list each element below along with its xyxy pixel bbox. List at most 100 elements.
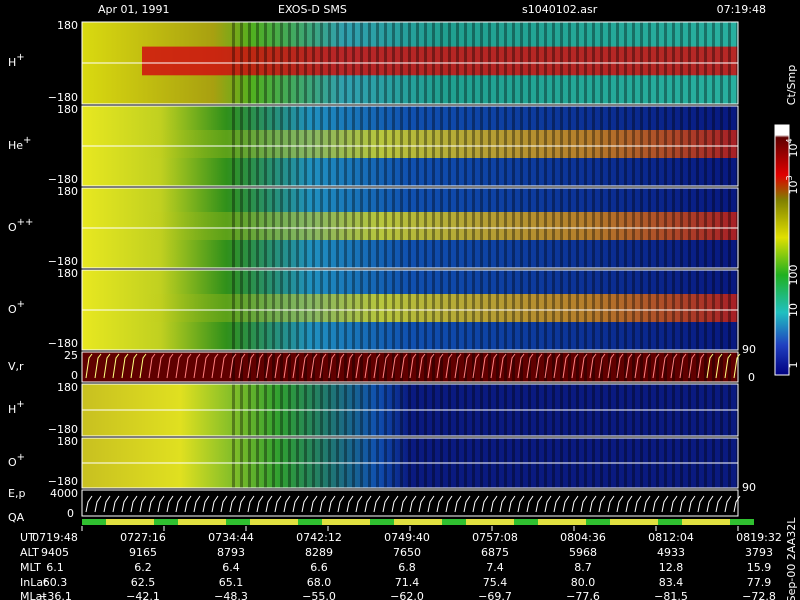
trace xyxy=(499,495,507,513)
trace xyxy=(724,495,732,513)
trace xyxy=(526,353,534,379)
trace xyxy=(535,495,543,513)
trace xyxy=(355,495,363,513)
qa-segment xyxy=(178,519,202,525)
table-cell: 75.4 xyxy=(483,576,508,589)
qa-segment xyxy=(418,519,442,525)
table-cell: 8.7 xyxy=(574,561,592,574)
table-cell: −62.0 xyxy=(390,590,424,600)
header-time: 07:19:48 xyxy=(717,3,766,16)
trace xyxy=(418,495,426,513)
trace xyxy=(274,495,282,513)
panel-frame xyxy=(81,105,739,187)
trace xyxy=(508,495,516,513)
qa-segment xyxy=(562,519,586,525)
trace xyxy=(517,495,525,513)
panel-frame xyxy=(81,187,739,269)
trace xyxy=(490,495,498,513)
qa-segment xyxy=(634,519,658,525)
trace xyxy=(562,495,570,513)
trace xyxy=(229,495,237,513)
table-cell: 6.1 xyxy=(46,561,64,574)
y-tick-label: 25 xyxy=(64,349,78,362)
trace xyxy=(94,353,102,379)
trace xyxy=(409,495,417,513)
qa-segment xyxy=(106,519,130,525)
trace xyxy=(427,353,435,379)
table-cell: 0742:12 xyxy=(296,531,342,544)
colorbar-label: 10 xyxy=(787,303,800,317)
trace xyxy=(121,353,129,379)
qa-segment xyxy=(82,519,106,525)
trace xyxy=(409,353,417,379)
qa-segment xyxy=(394,519,418,525)
table-cell: 6.2 xyxy=(134,561,152,574)
trace xyxy=(544,495,552,513)
y-tick-label: 4000 xyxy=(50,487,78,500)
trace xyxy=(571,353,579,379)
trace xyxy=(724,353,732,379)
trace xyxy=(256,353,264,379)
trace xyxy=(553,495,561,513)
trace xyxy=(670,495,678,513)
trace xyxy=(616,353,624,379)
trace xyxy=(184,495,192,513)
panel-label-text: E,p xyxy=(8,487,25,500)
table-cell: 0819:32 xyxy=(736,531,782,544)
qa-segment xyxy=(202,519,226,525)
panel-frame xyxy=(81,437,739,489)
trace xyxy=(103,495,111,513)
header-instrument: EXOS-D SMS xyxy=(278,3,347,16)
y-tick-label: 0 xyxy=(71,369,78,382)
panel-label: H+ xyxy=(8,399,25,416)
trace xyxy=(472,495,480,513)
colorbar xyxy=(774,124,790,376)
colorbar-label-base: 10 xyxy=(787,144,800,158)
panel-label: He+ xyxy=(8,135,31,152)
qa-segment xyxy=(514,519,538,525)
trace xyxy=(184,353,192,379)
trace xyxy=(220,353,228,379)
qa-segment xyxy=(658,519,682,525)
trace xyxy=(679,495,687,513)
header-date: Apr 01, 1991 xyxy=(98,3,170,16)
colorbar-label-exp: 3 xyxy=(785,175,794,180)
panel-label-sup: + xyxy=(16,52,24,63)
y2-tick-label: 0 xyxy=(748,371,755,384)
trace xyxy=(634,353,642,379)
y-tick-label: 180 xyxy=(57,185,78,198)
panel-frame xyxy=(81,21,739,105)
panel-label-text: H xyxy=(8,403,16,416)
trace xyxy=(211,353,219,379)
trace xyxy=(319,495,327,513)
colorbar-label: 1 xyxy=(787,362,800,369)
trace xyxy=(283,495,291,513)
trace xyxy=(706,353,714,379)
trace xyxy=(481,353,489,379)
row-label: UT xyxy=(20,531,35,544)
qa-segment xyxy=(586,519,610,525)
trace xyxy=(382,495,390,513)
panel-label-text: V,r xyxy=(8,360,24,373)
trace xyxy=(364,353,372,379)
table-cell: 0812:04 xyxy=(648,531,694,544)
table-cell: 9165 xyxy=(129,546,157,559)
trace xyxy=(535,353,543,379)
qa-segment xyxy=(322,519,346,525)
qa-tick: 0 xyxy=(67,507,74,520)
row-label: MLat xyxy=(20,590,47,600)
trace xyxy=(346,353,354,379)
table-cell: 3793 xyxy=(745,546,773,559)
qa-segment xyxy=(730,519,754,525)
trace xyxy=(193,353,201,379)
qa-label: QA xyxy=(8,511,25,524)
panel-label-text: H xyxy=(8,56,16,69)
trace xyxy=(706,495,714,513)
table-cell: 71.4 xyxy=(395,576,420,589)
trace xyxy=(598,353,606,379)
trace xyxy=(391,353,399,379)
trace xyxy=(247,495,255,513)
spectrogram xyxy=(82,490,738,516)
y-tick-label: −180 xyxy=(48,173,78,186)
